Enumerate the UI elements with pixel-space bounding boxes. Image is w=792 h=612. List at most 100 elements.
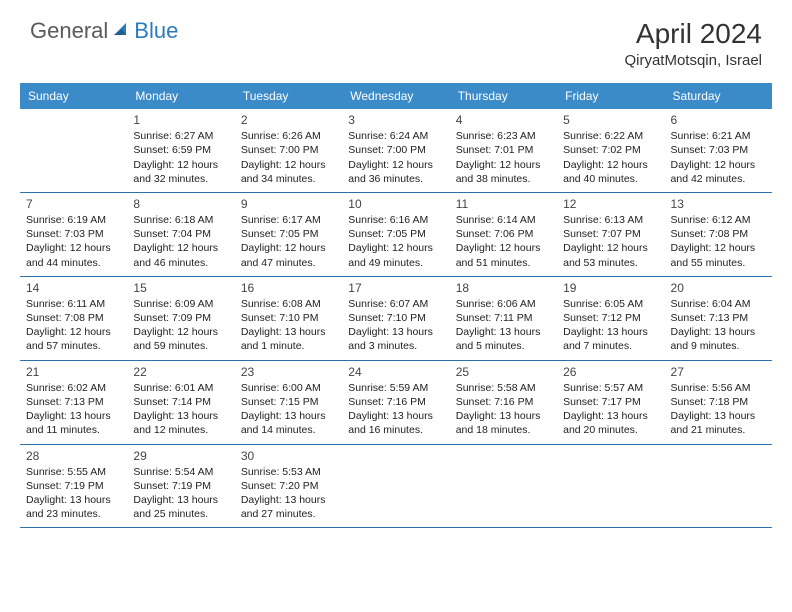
- daylight-text: Daylight: 12 hours: [26, 325, 121, 339]
- daylight-text: and 42 minutes.: [671, 172, 766, 186]
- daylight-text: and 55 minutes.: [671, 256, 766, 270]
- day-cell: 3Sunrise: 6:24 AMSunset: 7:00 PMDaylight…: [342, 109, 449, 192]
- daylight-text: and 20 minutes.: [563, 423, 658, 437]
- day-number: 30: [241, 448, 336, 464]
- day-header-row: SundayMondayTuesdayWednesdayThursdayFrid…: [20, 83, 772, 109]
- sunrise-text: Sunrise: 6:02 AM: [26, 381, 121, 395]
- day-number: 22: [133, 364, 228, 380]
- daylight-text: and 32 minutes.: [133, 172, 228, 186]
- day-cell: 2Sunrise: 6:26 AMSunset: 7:00 PMDaylight…: [235, 109, 342, 192]
- daylight-text: and 47 minutes.: [241, 256, 336, 270]
- day-cell: 14Sunrise: 6:11 AMSunset: 7:08 PMDayligh…: [20, 276, 127, 360]
- daylight-text: Daylight: 12 hours: [133, 241, 228, 255]
- day-number: 2: [241, 112, 336, 128]
- day-number: 12: [563, 196, 658, 212]
- daylight-text: and 51 minutes.: [456, 256, 551, 270]
- sunset-text: Sunset: 7:05 PM: [241, 227, 336, 241]
- day-number: 26: [563, 364, 658, 380]
- daylight-text: and 23 minutes.: [26, 507, 121, 521]
- daylight-text: and 36 minutes.: [348, 172, 443, 186]
- daylight-text: Daylight: 13 hours: [348, 409, 443, 423]
- logo-text-general: General: [30, 18, 108, 44]
- sunset-text: Sunset: 7:10 PM: [348, 311, 443, 325]
- day-number: 9: [241, 196, 336, 212]
- sunrise-text: Sunrise: 6:05 AM: [563, 297, 658, 311]
- sunrise-text: Sunrise: 6:18 AM: [133, 213, 228, 227]
- sunrise-text: Sunrise: 6:26 AM: [241, 129, 336, 143]
- day-header: Tuesday: [235, 83, 342, 109]
- day-cell: 22Sunrise: 6:01 AMSunset: 7:14 PMDayligh…: [127, 360, 234, 444]
- sunrise-text: Sunrise: 6:12 AM: [671, 213, 766, 227]
- sunrise-text: Sunrise: 5:53 AM: [241, 465, 336, 479]
- sunrise-text: Sunrise: 5:55 AM: [26, 465, 121, 479]
- daylight-text: and 46 minutes.: [133, 256, 228, 270]
- day-cell: 20Sunrise: 6:04 AMSunset: 7:13 PMDayligh…: [665, 276, 772, 360]
- daylight-text: and 44 minutes.: [26, 256, 121, 270]
- day-cell: 19Sunrise: 6:05 AMSunset: 7:12 PMDayligh…: [557, 276, 664, 360]
- empty-cell: [450, 444, 557, 528]
- daylight-text: Daylight: 12 hours: [241, 241, 336, 255]
- daylight-text: and 34 minutes.: [241, 172, 336, 186]
- daylight-text: Daylight: 13 hours: [133, 493, 228, 507]
- daylight-text: Daylight: 13 hours: [241, 493, 336, 507]
- sunrise-text: Sunrise: 6:13 AM: [563, 213, 658, 227]
- day-cell: 5Sunrise: 6:22 AMSunset: 7:02 PMDaylight…: [557, 109, 664, 192]
- day-cell: 15Sunrise: 6:09 AMSunset: 7:09 PMDayligh…: [127, 276, 234, 360]
- daylight-text: Daylight: 12 hours: [241, 158, 336, 172]
- day-cell: 11Sunrise: 6:14 AMSunset: 7:06 PMDayligh…: [450, 192, 557, 276]
- day-cell: 16Sunrise: 6:08 AMSunset: 7:10 PMDayligh…: [235, 276, 342, 360]
- day-number: 19: [563, 280, 658, 296]
- day-number: 5: [563, 112, 658, 128]
- day-cell: 26Sunrise: 5:57 AMSunset: 7:17 PMDayligh…: [557, 360, 664, 444]
- sunset-text: Sunset: 7:16 PM: [348, 395, 443, 409]
- sunset-text: Sunset: 7:20 PM: [241, 479, 336, 493]
- daylight-text: and 40 minutes.: [563, 172, 658, 186]
- sunrise-text: Sunrise: 6:06 AM: [456, 297, 551, 311]
- day-cell: 27Sunrise: 5:56 AMSunset: 7:18 PMDayligh…: [665, 360, 772, 444]
- sunset-text: Sunset: 7:01 PM: [456, 143, 551, 157]
- day-header: Sunday: [20, 83, 127, 109]
- daylight-text: and 5 minutes.: [456, 339, 551, 353]
- day-number: 11: [456, 196, 551, 212]
- sunset-text: Sunset: 7:03 PM: [671, 143, 766, 157]
- day-header: Thursday: [450, 83, 557, 109]
- sunset-text: Sunset: 6:59 PM: [133, 143, 228, 157]
- day-cell: 4Sunrise: 6:23 AMSunset: 7:01 PMDaylight…: [450, 109, 557, 192]
- daylight-text: Daylight: 13 hours: [563, 325, 658, 339]
- sunrise-text: Sunrise: 6:11 AM: [26, 297, 121, 311]
- day-header: Wednesday: [342, 83, 449, 109]
- day-cell: 10Sunrise: 6:16 AMSunset: 7:05 PMDayligh…: [342, 192, 449, 276]
- sunrise-text: Sunrise: 5:57 AM: [563, 381, 658, 395]
- sunset-text: Sunset: 7:18 PM: [671, 395, 766, 409]
- daylight-text: and 12 minutes.: [133, 423, 228, 437]
- daylight-text: and 57 minutes.: [26, 339, 121, 353]
- daylight-text: Daylight: 13 hours: [456, 325, 551, 339]
- sunrise-text: Sunrise: 6:14 AM: [456, 213, 551, 227]
- sunrise-text: Sunrise: 6:09 AM: [133, 297, 228, 311]
- day-cell: 24Sunrise: 5:59 AMSunset: 7:16 PMDayligh…: [342, 360, 449, 444]
- daylight-text: Daylight: 12 hours: [671, 158, 766, 172]
- sunset-text: Sunset: 7:10 PM: [241, 311, 336, 325]
- sunrise-text: Sunrise: 6:21 AM: [671, 129, 766, 143]
- daylight-text: Daylight: 13 hours: [348, 325, 443, 339]
- calendar-body: 1Sunrise: 6:27 AMSunset: 6:59 PMDaylight…: [20, 109, 772, 528]
- calendar-row: 28Sunrise: 5:55 AMSunset: 7:19 PMDayligh…: [20, 444, 772, 528]
- day-number: 4: [456, 112, 551, 128]
- sunrise-text: Sunrise: 5:59 AM: [348, 381, 443, 395]
- empty-cell: [557, 444, 664, 528]
- day-number: 16: [241, 280, 336, 296]
- calendar-row: 7Sunrise: 6:19 AMSunset: 7:03 PMDaylight…: [20, 192, 772, 276]
- day-number: 1: [133, 112, 228, 128]
- daylight-text: and 14 minutes.: [241, 423, 336, 437]
- sunrise-text: Sunrise: 6:08 AM: [241, 297, 336, 311]
- sunset-text: Sunset: 7:02 PM: [563, 143, 658, 157]
- daylight-text: Daylight: 13 hours: [26, 493, 121, 507]
- day-number: 25: [456, 364, 551, 380]
- day-number: 3: [348, 112, 443, 128]
- day-cell: 18Sunrise: 6:06 AMSunset: 7:11 PMDayligh…: [450, 276, 557, 360]
- sunrise-text: Sunrise: 6:24 AM: [348, 129, 443, 143]
- day-cell: 9Sunrise: 6:17 AMSunset: 7:05 PMDaylight…: [235, 192, 342, 276]
- day-cell: 21Sunrise: 6:02 AMSunset: 7:13 PMDayligh…: [20, 360, 127, 444]
- sunset-text: Sunset: 7:06 PM: [456, 227, 551, 241]
- sunset-text: Sunset: 7:19 PM: [26, 479, 121, 493]
